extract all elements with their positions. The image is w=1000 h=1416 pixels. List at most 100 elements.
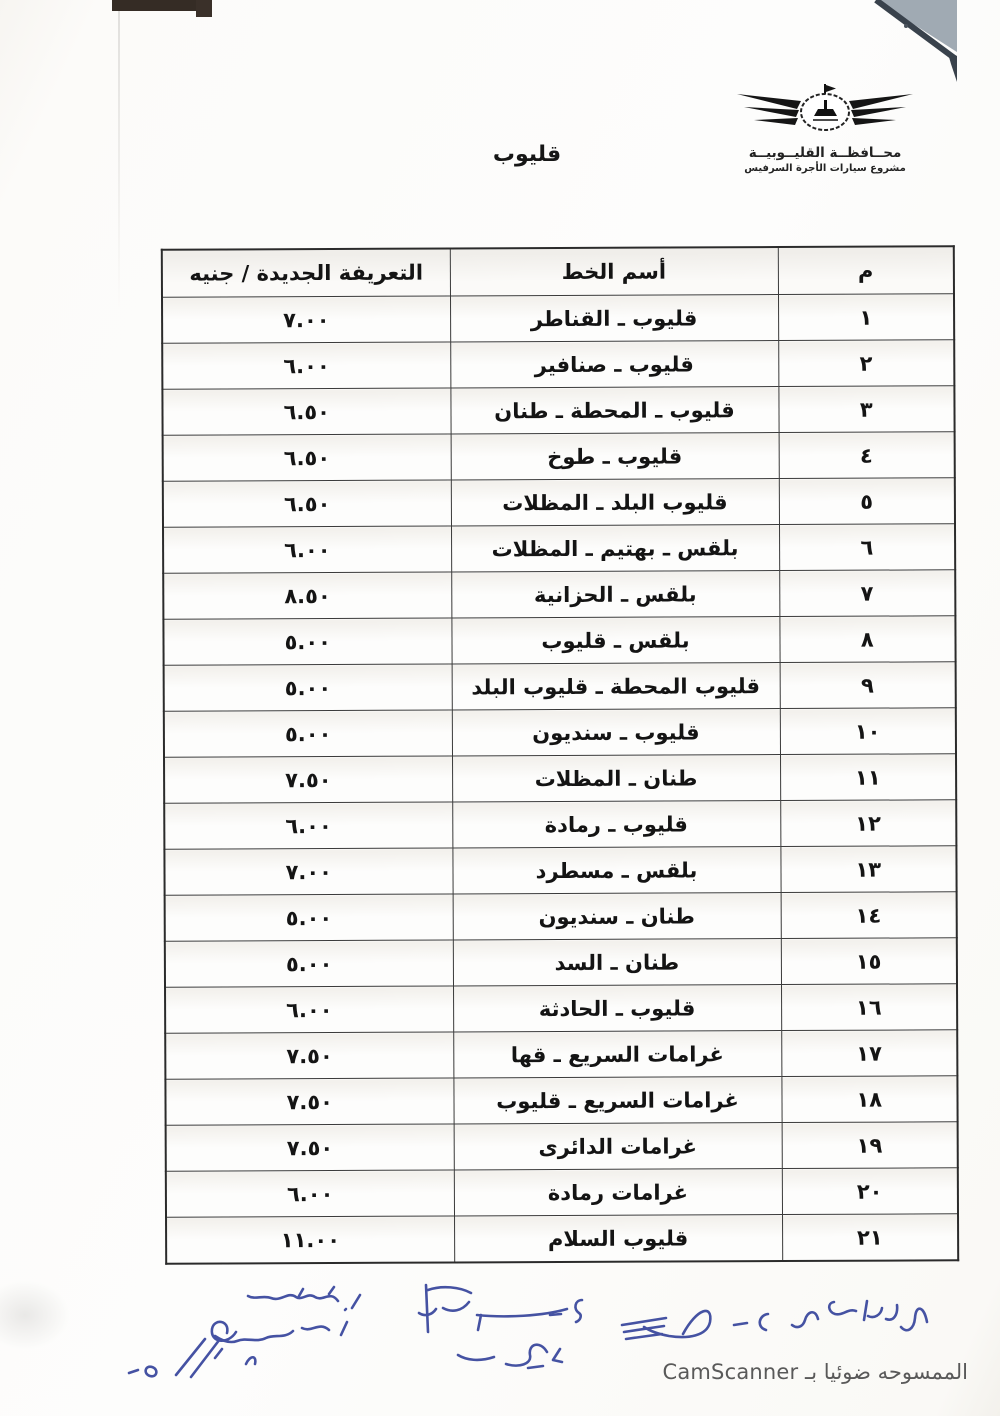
header-index: م [777,246,954,295]
cell-tariff: ٧.٥٠ [165,1077,454,1126]
cell-line-name: طنان ـ السد [452,938,782,986]
cell-tariff: ٧.٥٠ [165,1123,454,1172]
org-name: محــافظــة القليــوبيــة [748,145,902,161]
cell-index: ٢١ [782,1213,959,1262]
fare-table: م أسم الخط التعريفة الجديدة / جنيه ١ قليو… [160,245,960,1265]
table-row: ١٤ طنان ـ سنديون ٥.٠٠ [164,891,957,942]
cell-line-name: قليوب ـ صنافير [450,340,779,388]
cell-line-name: قليوب ـ المحطة ـ طنان [450,386,779,434]
table-row: ٢٠ غرامات رمادة ٦.٠٠ [165,1167,959,1218]
table-row: ١٢ قليوب ـ رمادة ٦.٠٠ [164,799,957,850]
cell-line-name: غرامات رمادة [453,1168,783,1216]
cell-tariff: ٥.٠٠ [163,663,452,712]
table-row: ٢١ قليوب السلام ١١.٠٠ [166,1213,959,1264]
cell-index: ٨ [779,615,956,663]
cell-index: ٥ [778,477,955,525]
cell-tariff: ٧.٥٠ [165,1031,454,1080]
page-fold-topright [874,0,957,82]
org-subtitle: مشروع سيارات الأجرة السرفيس [744,163,906,174]
cell-tariff: ٥.٠٠ [163,617,452,666]
cell-line-name: قليوب البلد ـ المظلات [450,478,779,526]
table-row: ١١ طنان ـ المظلات ٧.٥٠ [164,753,957,804]
cell-line-name: طنان ـ المظلات [452,754,781,802]
header-tariff: التعريفة الجديدة / جنيه [161,248,450,298]
cell-tariff: ٧.٠٠ [164,847,453,896]
cell-line-name: قليوب ـ الحادثة [453,984,782,1032]
table-row: ٣ قليوب ـ المحطة ـ طنان ٦.٥٠ [162,385,955,436]
table-row: ١٩ غرامات الدائرى ٧.٥٠ [165,1121,958,1172]
cell-tariff: ٥.٠٠ [164,939,454,988]
cell-line-name: غرامات السريع ـ قليوب [453,1076,782,1124]
table-row: ٧ بلقس ـ الحزانية ٨.٥٠ [163,569,956,620]
cell-line-name: غرامات الدائرى [453,1122,782,1170]
table-head: م أسم الخط التعريفة الجديدة / جنيه [161,246,954,298]
table-row: ٤ قليوب ـ طوخ ٦.٥٠ [162,431,955,482]
cell-index: ١٦ [781,983,958,1031]
cell-index: ١٣ [780,845,957,893]
table-row: ٥ قليوب البلد ـ المظلات ٦.٥٠ [162,477,955,528]
cell-index: ١٧ [781,1029,958,1077]
cell-index: ٢٠ [781,1167,959,1215]
cell-line-name: قليوب ـ رمادة [452,800,781,848]
cell-tariff: ٦.٥٠ [162,433,451,482]
handwritten-signatures [127,1283,929,1379]
cell-tariff: ٦.٥٠ [162,387,451,436]
page-title: قليوب [492,142,562,167]
table-row: ٢ قليوب ـ صنافير ٦.٠٠ [162,339,955,390]
cell-line-name: بلقس ـ قليوب [451,616,780,664]
cell-tariff: ٦.٠٠ [162,341,451,390]
header-line-name: أسم الخط [449,247,778,296]
cell-index: ٩ [779,661,956,709]
cell-index: ١٥ [780,937,958,985]
cell-tariff: ٨.٥٠ [163,571,452,620]
table-row: ١٥ طنان ـ السد ٥.٠٠ [164,937,958,988]
scan-smudge [0,1280,70,1350]
cell-index: ٢ [778,339,955,387]
cell-line-name: قليوب المحطة ـ قليوب البلد [451,662,780,710]
signature-strokes [127,1283,929,1379]
scan-artifact-topleft-step [196,0,212,17]
cell-line-name: بلقس ـ بهتيم ـ المظلات [450,524,780,572]
cell-tariff: ٧.٠٠ [161,295,451,344]
table-row: ١٧ غرامات السريع ـ قها ٧.٥٠ [165,1029,958,1080]
table-row: ١٠ قليوب ـ سنديون ٥.٠٠ [163,707,956,758]
table-row: ١ قليوب ـ القناطر ٧.٠٠ [161,293,955,344]
cell-tariff: ١١.٠٠ [166,1215,455,1264]
cell-index: ٧ [779,569,956,617]
cell-line-name: قليوب ـ القناطر [449,294,779,342]
cell-tariff: ٧.٥٠ [164,755,453,804]
cell-tariff: ٥.٠٠ [164,893,453,942]
table-body: ١ قليوب ـ القناطر ٧.٠٠ ٢ قليوب ـ صنافير ٦.٠٠ ٣… [161,293,959,1264]
cell-index: ١٢ [780,799,957,847]
table-row: ١٨ غرامات السريع ـ قليوب ٧.٥٠ [165,1075,958,1126]
cell-index: ١ [777,293,955,341]
cell-tariff: ٦.٠٠ [165,1169,455,1218]
scan-artifact-topleft [112,0,204,11]
table-row: ٩ قليوب المحطة ـ قليوب البلد ٥.٠٠ [163,661,956,712]
scan-crease-line [118,11,120,311]
header-row: م أسم الخط التعريفة الجديدة / جنيه [161,246,954,298]
cell-line-name: قليوب ـ طوخ [450,432,779,480]
table-row: ٨ بلقس ـ قليوب ٥.٠٠ [163,615,956,666]
cell-tariff: ٥.٠٠ [163,709,453,758]
cell-line-name: بلقس ـ الحزانية [451,570,780,618]
cell-index: ٣ [778,385,955,433]
table-row: ١٦ قليوب ـ الحادثة ٦.٠٠ [165,983,958,1034]
cell-tariff: ٦.٥٠ [162,479,451,528]
table-row: ٦ بلقس ـ بهتيم ـ المظلات ٦.٠٠ [163,523,956,574]
cell-tariff: ٦.٠٠ [163,525,452,574]
organization-logo: محــافظــة القليــوبيــة مشروع سيارات ال… [733,82,917,174]
winged-emblem-icon [737,84,913,131]
camscanner-watermark: الممسوحه ضوئيا بـ CamScanner [662,1360,968,1384]
cell-line-name: قليوب السلام [454,1214,783,1263]
cell-tariff: ٦.٠٠ [165,985,454,1034]
cell-index: ٦ [778,523,956,571]
table-row: ١٣ بلقس ـ مسطرد ٧.٠٠ [164,845,957,896]
cell-index: ٤ [778,431,955,479]
cell-line-name: قليوب ـ سنديون [451,708,781,756]
cell-line-name: غرامات السريع ـ قها [453,1030,782,1078]
cell-index: ١٨ [781,1075,958,1123]
cell-line-name: طنان ـ سنديون [452,892,781,940]
cell-line-name: بلقس ـ مسطرد [452,846,781,894]
